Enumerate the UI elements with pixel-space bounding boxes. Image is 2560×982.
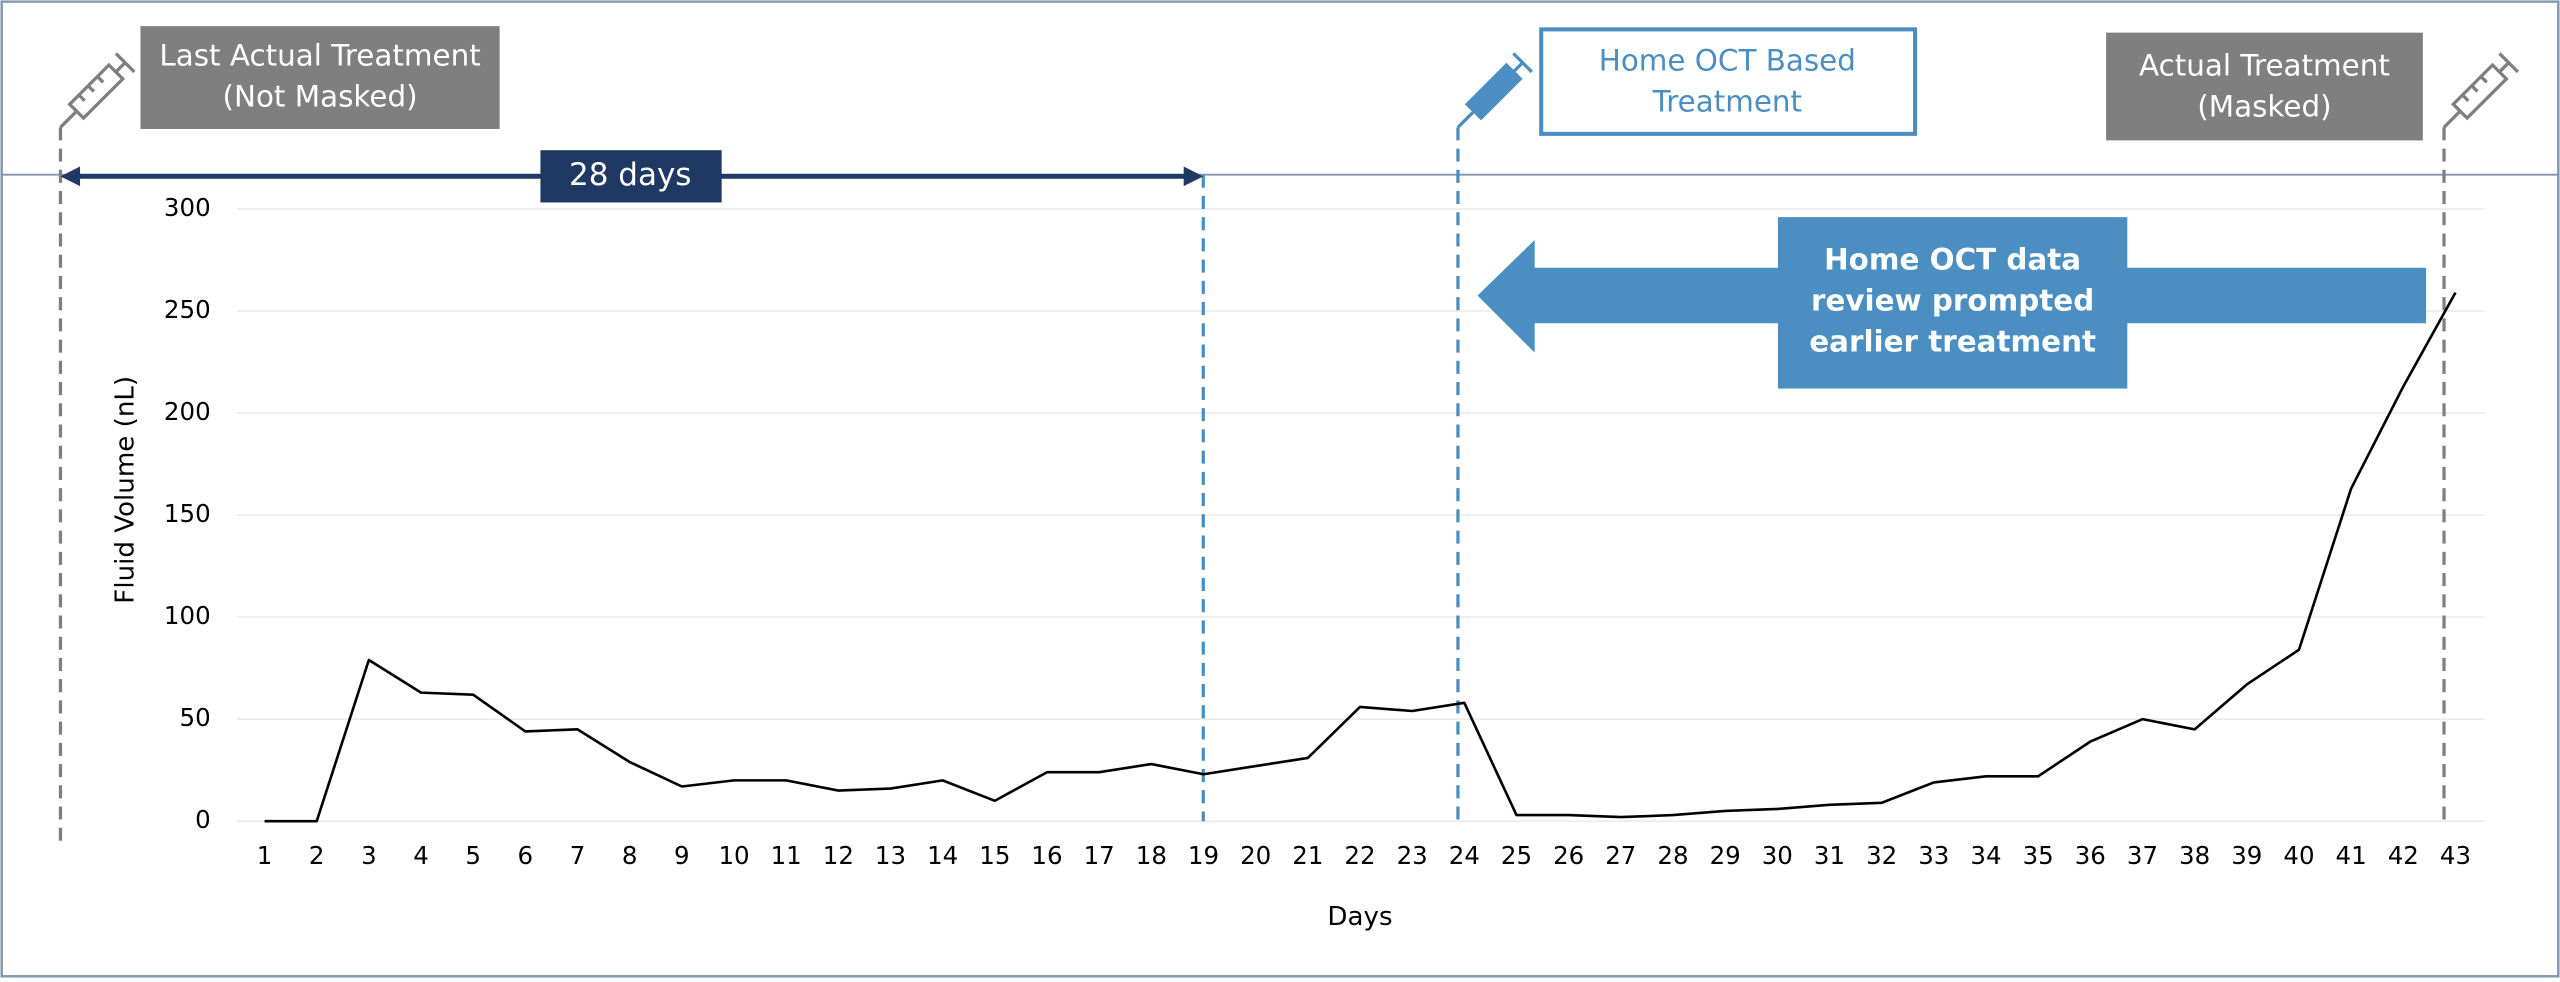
y-tick-label: 150 bbox=[164, 499, 211, 528]
x-tick-label: 14 bbox=[927, 841, 958, 870]
annotation-text: Treatment bbox=[1652, 84, 1802, 118]
x-tick-label: 2 bbox=[309, 841, 325, 870]
callout-text: review prompted bbox=[1811, 284, 2094, 318]
arrow-head bbox=[1183, 166, 1204, 187]
y-tick-label: 200 bbox=[164, 397, 211, 426]
y-tick-label: 100 bbox=[164, 601, 211, 630]
x-tick-label: 28 bbox=[1657, 841, 1688, 870]
x-tick-label: 23 bbox=[1397, 841, 1428, 870]
x-tick-label: 36 bbox=[2075, 841, 2106, 870]
y-tick-label: 0 bbox=[195, 805, 211, 834]
x-tick-label: 38 bbox=[2179, 841, 2210, 870]
x-tick-label: 20 bbox=[1240, 841, 1271, 870]
x-tick-label: 42 bbox=[2388, 841, 2419, 870]
data-line bbox=[264, 292, 2457, 823]
annotation-box bbox=[140, 26, 500, 129]
x-tick-label: 16 bbox=[1031, 841, 1062, 870]
syringe-icon bbox=[2442, 52, 2520, 129]
annotation-box bbox=[1539, 27, 1918, 136]
x-tick-label: 1 bbox=[257, 841, 273, 870]
callout-box bbox=[1777, 217, 2128, 389]
annotation-text: (Masked) bbox=[2197, 89, 2331, 123]
x-tick-label: 27 bbox=[1605, 841, 1636, 870]
x-tick-label: 33 bbox=[1918, 841, 1949, 870]
callout-text: earlier treatment bbox=[1809, 324, 2096, 358]
x-tick-label: 5 bbox=[465, 841, 481, 870]
x-tick-label: 30 bbox=[1762, 841, 1793, 870]
x-tick-label: 43 bbox=[2440, 841, 2471, 870]
annotation-text: Home OCT Based bbox=[1599, 44, 1856, 78]
x-tick-label: 41 bbox=[2336, 841, 2367, 870]
x-tick-label: 9 bbox=[674, 841, 690, 870]
x-tick-label: 21 bbox=[1292, 841, 1323, 870]
x-tick-label: 35 bbox=[2023, 841, 2054, 870]
x-tick-label: 29 bbox=[1710, 841, 1741, 870]
x-tick-label: 6 bbox=[518, 841, 534, 870]
annotation-text: (Not Masked) bbox=[223, 79, 418, 113]
annotation-text: Actual Treatment bbox=[2139, 48, 2390, 82]
x-tick-label: 13 bbox=[875, 841, 906, 870]
y-tick-label: 250 bbox=[164, 295, 211, 324]
x-tick-label: 3 bbox=[361, 841, 377, 870]
y-axis-label: Fluid Volume (nL) bbox=[110, 376, 140, 604]
x-tick-label: 18 bbox=[1136, 841, 1167, 870]
y-tick-label: 50 bbox=[180, 703, 211, 732]
x-tick-label: 37 bbox=[2127, 841, 2158, 870]
syringe-icon bbox=[1456, 52, 1533, 129]
x-tick-label: 12 bbox=[823, 841, 854, 870]
annotation-text: Last Actual Treatment bbox=[159, 39, 480, 73]
arrow-head bbox=[60, 166, 81, 187]
x-tick-label: 25 bbox=[1501, 841, 1532, 870]
annotation-box bbox=[2106, 32, 2423, 141]
x-tick-label: 40 bbox=[2283, 841, 2314, 870]
syringe-icon bbox=[59, 52, 136, 129]
x-tick-label: 17 bbox=[1084, 841, 1115, 870]
x-tick-label: 19 bbox=[1188, 841, 1219, 870]
x-tick-label: 22 bbox=[1344, 841, 1375, 870]
y-tick-label: 300 bbox=[164, 193, 211, 222]
x-tick-label: 4 bbox=[413, 841, 429, 870]
x-tick-label: 39 bbox=[2231, 841, 2262, 870]
x-tick-label: 8 bbox=[622, 841, 638, 870]
x-tick-label: 31 bbox=[1814, 841, 1845, 870]
interval-label: 28 days bbox=[569, 157, 691, 193]
x-tick-label: 11 bbox=[771, 841, 802, 870]
x-tick-label: 26 bbox=[1553, 841, 1584, 870]
x-tick-label: 34 bbox=[1970, 841, 2001, 870]
x-tick-label: 7 bbox=[570, 841, 586, 870]
x-tick-label: 10 bbox=[718, 841, 749, 870]
grid bbox=[236, 208, 2485, 823]
interval-box bbox=[540, 150, 722, 203]
x-tick-label: 32 bbox=[1866, 841, 1897, 870]
callout-text: Home OCT data bbox=[1824, 243, 2081, 277]
x-tick-label: 24 bbox=[1449, 841, 1480, 870]
x-tick-label: 15 bbox=[979, 841, 1010, 870]
x-axis-label: Days bbox=[1327, 902, 1392, 932]
